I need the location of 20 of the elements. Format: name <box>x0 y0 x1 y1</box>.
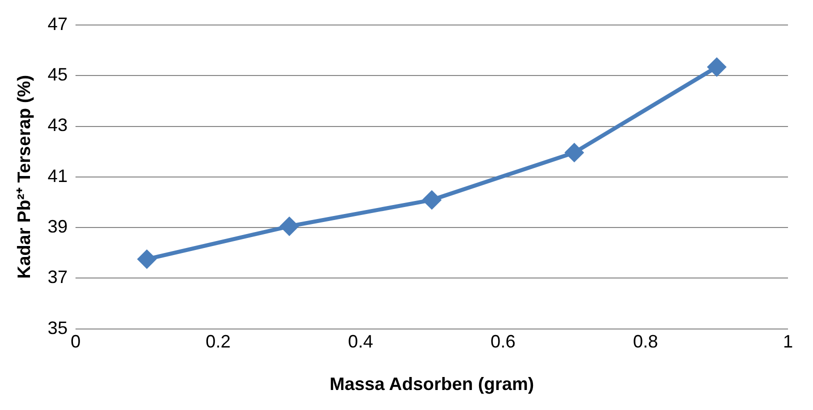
point <box>280 217 298 236</box>
y-axis-title: Kadar Pb²⁺ Terserap (%) <box>14 75 34 279</box>
x-tick-label: 0.8 <box>633 332 658 352</box>
y-tick-label: 35 <box>48 318 68 338</box>
point <box>565 144 584 162</box>
x-tick-label: 0.2 <box>206 332 231 352</box>
x-tick-label: 1 <box>782 332 794 352</box>
y-tick-label: 47 <box>48 14 68 34</box>
x-tick-label: 0.4 <box>348 332 374 352</box>
y-tick-label: 37 <box>48 267 68 288</box>
point <box>708 58 726 76</box>
y-tick-label: 45 <box>48 64 68 85</box>
x-tick-label: 0.6 <box>490 332 516 352</box>
point <box>422 190 441 209</box>
point <box>138 250 156 268</box>
y-tick-label: 43 <box>48 115 68 136</box>
y-tick-label: 41 <box>48 166 68 186</box>
x-axis-title: Massa Adsorben (gram) <box>330 374 534 394</box>
y-tick-label: 39 <box>48 216 68 236</box>
x-tick-label: 0 <box>70 332 81 352</box>
